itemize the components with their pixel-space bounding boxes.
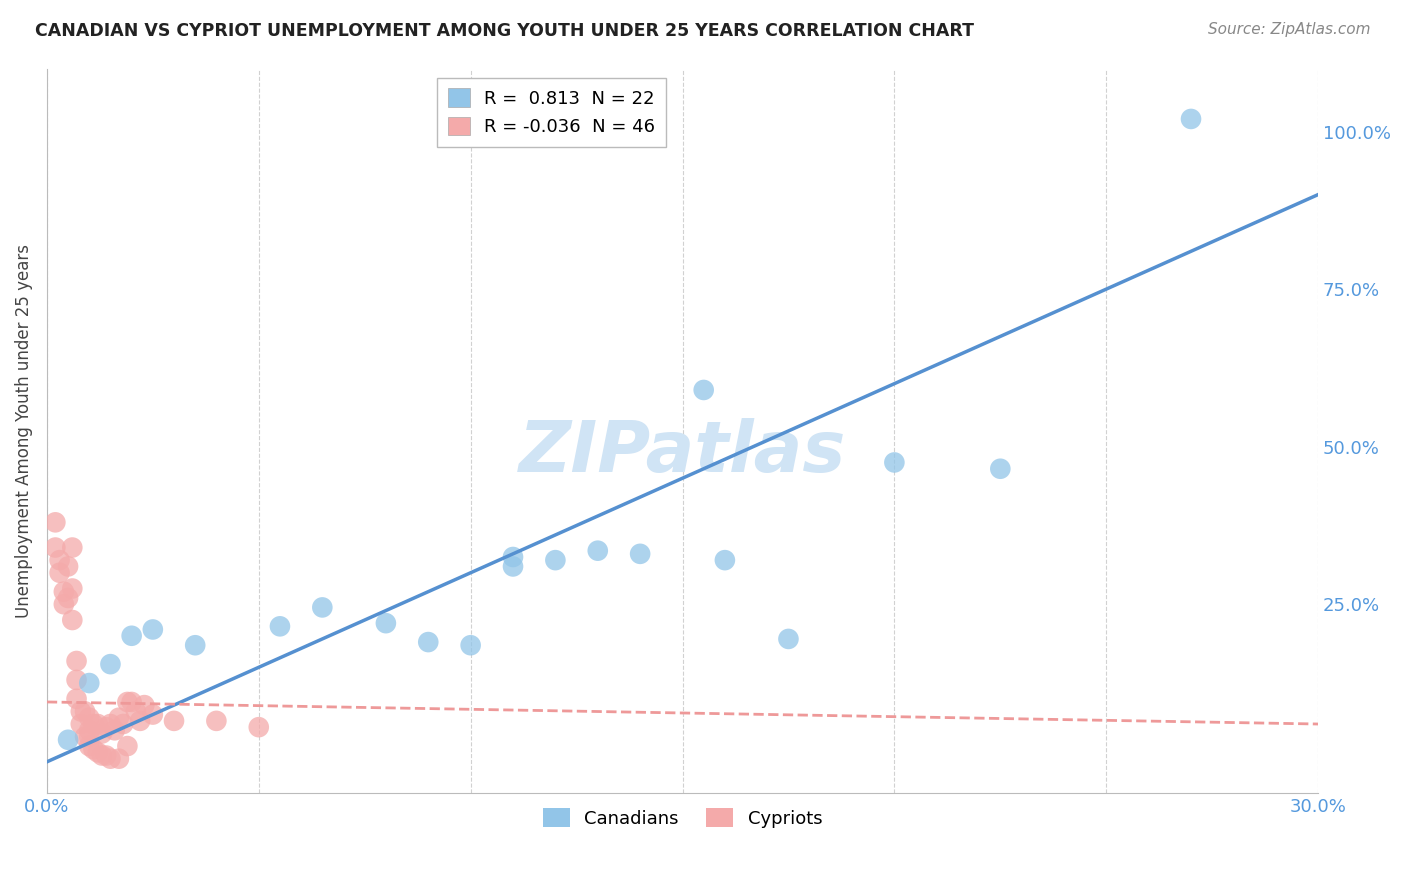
Point [56,591,79,605]
Point [418,635,440,649]
Point [311,600,333,615]
Point [56,559,79,574]
Point [48,553,70,567]
Point [117,695,139,709]
Point [988,462,1011,476]
Point [52,584,75,599]
Point [56,732,79,747]
Legend: Canadians, Cypriots: Canadians, Cypriots [536,801,830,835]
Point [460,638,482,652]
Point [60,541,83,555]
Point [883,455,905,469]
Text: Source: ZipAtlas.com: Source: ZipAtlas.com [1208,22,1371,37]
Point [778,632,800,646]
Point [108,752,131,766]
Text: CANADIAN VS CYPRIOT UNEMPLOYMENT AMONG YOUTH UNDER 25 YEARS CORRELATION CHART: CANADIAN VS CYPRIOT UNEMPLOYMENT AMONG Y… [35,22,974,40]
Point [83,717,105,731]
Point [544,553,567,567]
Point [91,748,114,763]
Point [502,549,524,564]
Point [374,616,396,631]
Point [163,714,186,728]
Point [628,547,651,561]
Point [108,711,131,725]
Point [129,714,152,728]
Point [121,695,143,709]
Point [184,638,207,652]
Point [83,742,105,756]
Point [104,723,127,738]
Point [205,714,228,728]
Point [65,691,87,706]
Point [100,717,122,731]
Point [125,705,148,719]
Point [96,720,118,734]
Point [87,745,110,759]
Point [77,711,100,725]
Point [60,582,83,596]
Point [77,676,100,690]
Point [112,717,135,731]
Y-axis label: Unemployment Among Youth under 25 years: Unemployment Among Youth under 25 years [15,244,32,618]
Point [692,383,714,397]
Point [87,717,110,731]
Point [48,566,70,580]
Point [77,723,100,738]
Point [69,717,91,731]
Point [269,619,291,633]
Point [134,698,156,712]
Point [65,673,87,687]
Point [44,516,66,530]
Point [69,705,91,719]
Point [117,739,139,753]
Point [91,726,114,740]
Point [73,730,96,744]
Point [142,623,165,637]
Point [77,730,100,744]
Point [60,613,83,627]
Point [100,752,122,766]
Text: ZIPatlas: ZIPatlas [519,418,846,487]
Point [1180,112,1202,126]
Point [77,739,100,753]
Point [586,543,609,558]
Point [52,597,75,611]
Point [44,541,66,555]
Point [142,707,165,722]
Point [247,720,270,734]
Point [96,748,118,763]
Point [73,705,96,719]
Point [100,657,122,672]
Point [714,553,737,567]
Point [502,559,524,574]
Point [121,629,143,643]
Point [65,654,87,668]
